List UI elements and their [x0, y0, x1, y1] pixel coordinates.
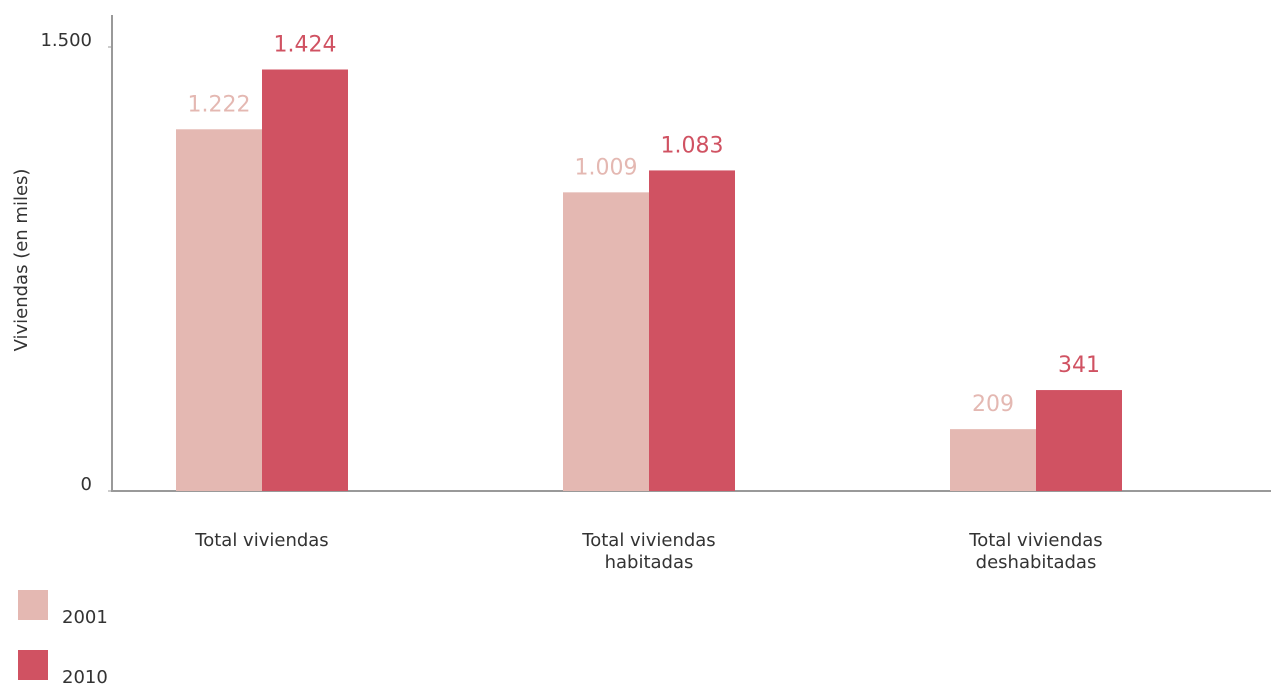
- y-axis-label: Viviendas (en miles): [11, 169, 32, 352]
- value-label: 209: [972, 392, 1014, 417]
- value-label: 1.424: [274, 32, 337, 57]
- bar: [563, 192, 649, 491]
- x-tick-label: Total viviendas deshabitadas: [969, 530, 1103, 573]
- legend-swatch: [18, 590, 48, 620]
- legend-swatch: [18, 650, 48, 680]
- bar: [649, 170, 735, 491]
- legend-label: 2001: [62, 607, 108, 628]
- x-tick-label: Total viviendas: [195, 530, 329, 551]
- value-label: 1.009: [575, 155, 638, 180]
- value-label: 1.083: [661, 133, 724, 158]
- legend-label: 2010: [62, 667, 108, 688]
- value-label: 341: [1058, 353, 1100, 378]
- bar: [262, 69, 348, 491]
- bar: [950, 429, 1036, 491]
- bar: [1036, 390, 1122, 491]
- value-label: 1.222: [188, 92, 251, 117]
- y-tick-label: 1.500: [40, 30, 92, 51]
- x-tick-label: Total viviendas habitadas: [582, 530, 716, 573]
- y-tick-label: 0: [81, 474, 92, 495]
- bar: [176, 129, 262, 491]
